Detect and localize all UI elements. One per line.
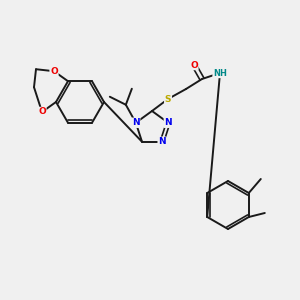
Text: N: N (164, 118, 172, 127)
Text: N: N (158, 137, 166, 146)
Text: O: O (38, 107, 46, 116)
Text: NH: NH (213, 68, 227, 77)
Text: O: O (50, 67, 58, 76)
Text: O: O (190, 61, 198, 70)
Text: N: N (132, 118, 140, 127)
Text: S: S (165, 94, 171, 103)
